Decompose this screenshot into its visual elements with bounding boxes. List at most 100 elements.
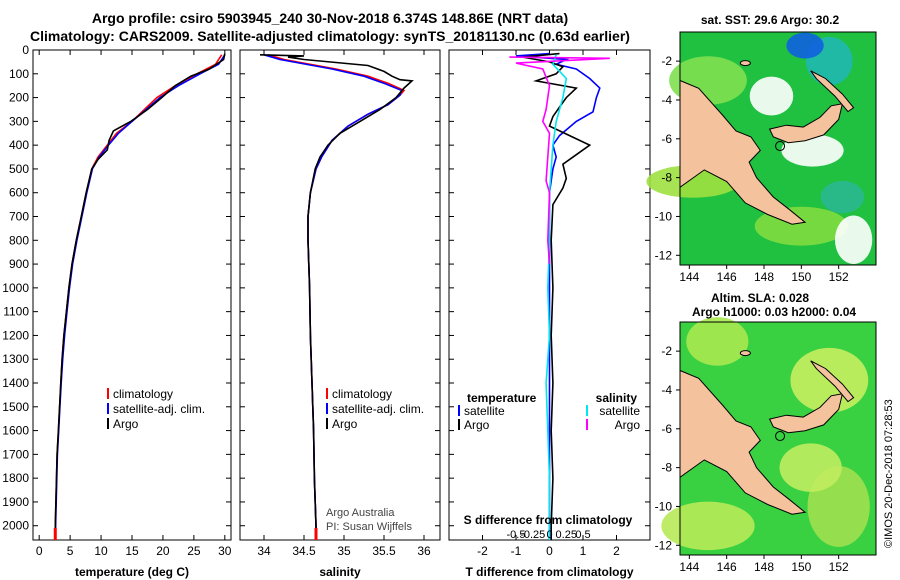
- sst_map-xtick-label: 144: [679, 270, 699, 284]
- sst_map-xtick-label: 150: [791, 270, 811, 284]
- sst_map-ytick-label: -10: [655, 209, 673, 223]
- difference-xtick-label: -1: [511, 544, 522, 558]
- difference-series-s-argo: [509, 56, 610, 265]
- temperature-xlabel: temperature (deg C): [75, 565, 189, 579]
- temperature-legend-label: satellite-adj. clim.: [113, 402, 205, 416]
- sst_map-xtick-label: 148: [754, 270, 774, 284]
- depth-tick-label: 100: [9, 67, 29, 81]
- imos-timestamp: ©IMOS 20-Dec-2018 07:28:53: [883, 399, 895, 548]
- salinity-xtick-label: 34: [257, 544, 271, 558]
- sla_map-frame: [679, 321, 877, 556]
- depth-tick-label: 600: [9, 186, 29, 200]
- temperature-series-climatology: [54, 54, 223, 540]
- depth-tick-label: 2000: [2, 519, 29, 533]
- new-ireland-land: [810, 70, 855, 113]
- diff-top-axis-label: S difference from climatology: [464, 513, 633, 527]
- temperature-xtick-label: 25: [187, 544, 201, 558]
- pi-name: PI: Susan Wijffels: [326, 521, 412, 533]
- temperature-xtick-label: 10: [94, 544, 108, 558]
- temperature-frame: [32, 49, 232, 541]
- depth-tick-label: 1100: [3, 305, 29, 319]
- temperature-legend-label: Argo: [113, 417, 139, 431]
- salinity-xlabel: salinity: [319, 565, 361, 579]
- diff-legend-label: Argo: [615, 418, 641, 432]
- depth-tick-label: 800: [9, 233, 29, 247]
- sla-map-subtitle: Argo h1000: 0.03 h2000: 0.04: [692, 305, 856, 319]
- salinity-xtick-label: 36: [417, 544, 431, 558]
- temperature-xtick-label: 20: [156, 544, 170, 558]
- sla_map-ytick-label: -6: [661, 422, 672, 436]
- sla_map-xtick-label: 148: [754, 560, 774, 574]
- temperature-xtick-label: 5: [67, 544, 74, 558]
- diff-legend-label: satellite: [464, 404, 505, 418]
- depth-tick-label: 400: [9, 138, 29, 152]
- depth-tick-label: 500: [9, 162, 29, 176]
- salinity-legend-label: satellite-adj. clim.: [332, 402, 424, 416]
- temperature-xtick-label: 30: [218, 544, 232, 558]
- sla_map-field-patch: [661, 501, 755, 551]
- sst_map-frame: [679, 31, 877, 266]
- temperature-series-argo: [54, 53, 226, 540]
- temperature-legend-label: climatology: [113, 387, 173, 401]
- sla_map-xtick-label: 150: [791, 560, 811, 574]
- salinity-frame: [239, 49, 441, 541]
- difference-xlabel: T difference from climatology: [465, 565, 633, 579]
- figure-title-line2: Climatology: CARS2009. Satellite-adjuste…: [30, 28, 630, 44]
- sst_map-field-patch: [749, 76, 794, 116]
- sla_map-ytick-label: -2: [661, 344, 672, 358]
- salinity-series-argo: [259, 54, 414, 540]
- difference-series-t-argo: [522, 52, 592, 540]
- depth-tick-label: 1800: [2, 471, 29, 485]
- manus-island: [739, 60, 751, 67]
- sst_map-field-patch: [834, 215, 873, 265]
- sla_map-map: [661, 317, 877, 559]
- depth-tick-label: 1900: [2, 495, 29, 509]
- depth-tick-label: 1000: [2, 281, 29, 295]
- depth-tick-label: 1200: [2, 328, 29, 342]
- difference-series-t-satellite: [515, 52, 601, 540]
- temperature-xtick-label: 15: [125, 544, 139, 558]
- sla_map-ytick-label: -4: [661, 383, 672, 397]
- sst_map-xtick-label: 152: [829, 270, 849, 284]
- depth-tick-label: 1500: [2, 400, 29, 414]
- difference-xtick-label: 2: [613, 544, 620, 558]
- sst_map-field-patch: [781, 134, 844, 167]
- diff-legend-label: satellite: [599, 404, 640, 418]
- diff-top-tick-label: 0.5: [575, 529, 590, 541]
- diff-top-tick-label: 0: [546, 529, 552, 541]
- difference-xtick-label: 0: [546, 544, 553, 558]
- figure-title-line1: Argo profile: csiro 5903945_240 30-Nov-2…: [91, 10, 569, 26]
- manus-island: [739, 350, 751, 357]
- depth-tick-label: 900: [9, 257, 29, 271]
- sla_map-ytick-label: -8: [661, 461, 672, 475]
- salinity-bottom-marker: [314, 528, 318, 540]
- depth-tick-label: 300: [9, 114, 29, 128]
- sla_map-xtick-label: 144: [679, 560, 699, 574]
- sla_map-ytick-label: -12: [655, 538, 673, 552]
- temperature-bottom-marker: [53, 528, 57, 540]
- salinity-xtick-label: 35.5: [372, 544, 396, 558]
- sst_map-argo-position: [775, 141, 786, 152]
- diff-legend-title-salinity: salinity: [596, 391, 638, 405]
- depth-tick-label: 1300: [2, 352, 29, 366]
- sla-map-title: Altim. SLA: 0.028: [711, 291, 809, 305]
- sst_map-field-patch: [786, 32, 824, 59]
- diff-top-tick-label: -0.5: [507, 529, 526, 541]
- sla_map-ytick-label: -10: [655, 499, 673, 513]
- diff-top-tick-label: 0.25: [556, 529, 577, 541]
- sst_map-field-patch: [820, 180, 865, 214]
- diff-legend-label: Argo: [464, 418, 490, 432]
- sla_map-field-patch: [779, 443, 842, 492]
- salinity-xtick-label: 34.5: [292, 544, 316, 558]
- salinity-series-satellite-adj-clim-: [263, 54, 403, 540]
- depth-tick-label: 700: [9, 210, 29, 224]
- new-britain-land: [768, 393, 844, 434]
- sst_map-ytick-label: -4: [661, 93, 672, 107]
- sst_map-ytick-label: -6: [661, 132, 672, 146]
- sst_map-xtick-label: 146: [717, 270, 737, 284]
- new-guinea-land: [679, 79, 807, 225]
- new-ireland-land: [810, 360, 855, 403]
- difference-xtick-label: -2: [477, 544, 488, 558]
- sst-map-title: sat. SST: 29.6 Argo: 30.2: [701, 13, 840, 27]
